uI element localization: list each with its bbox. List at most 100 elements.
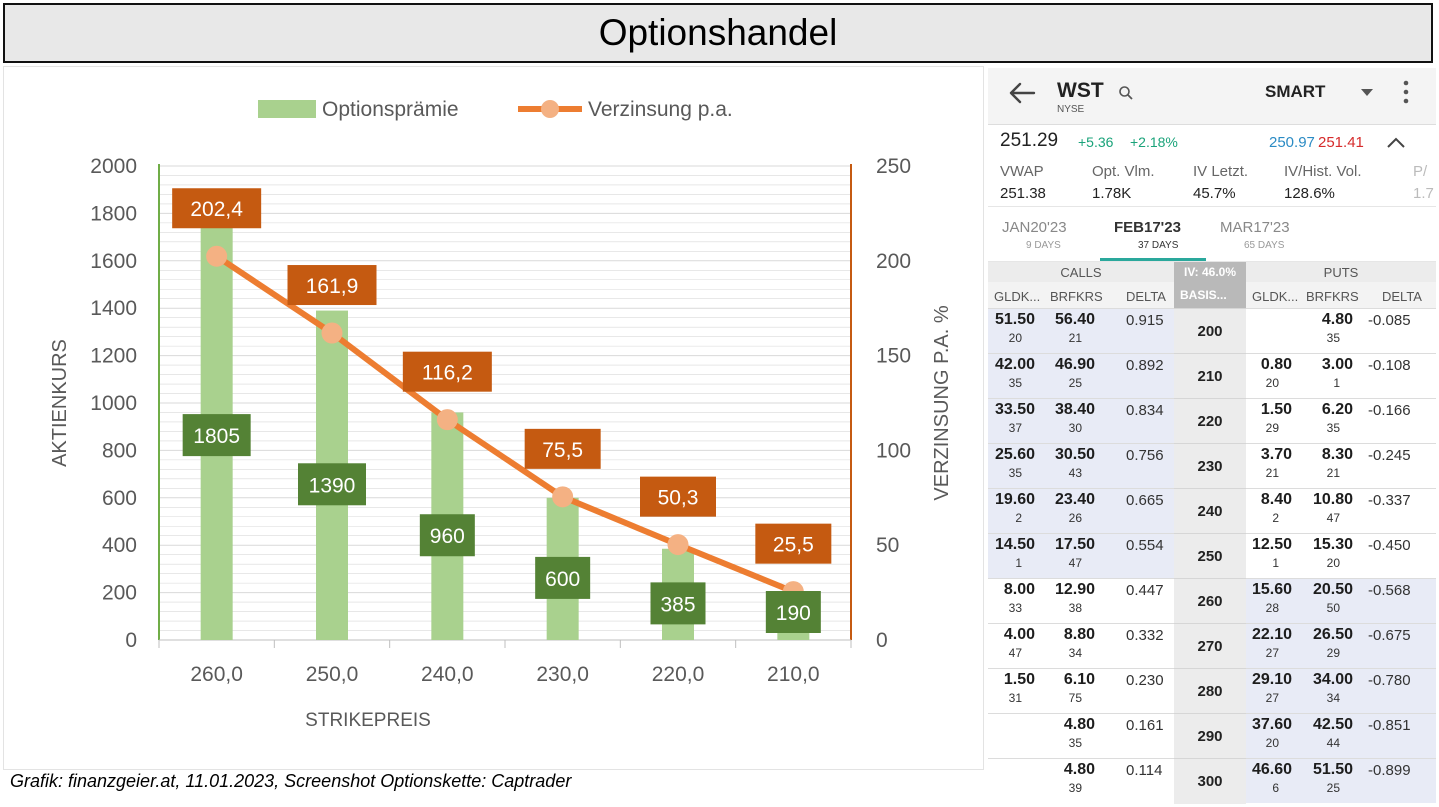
call-delta: 0.665 <box>1126 492 1164 509</box>
line-data-label-box <box>755 523 832 564</box>
y-tick-label: 600 <box>102 487 137 510</box>
row-divider <box>1246 398 1436 399</box>
strike-cell <box>1174 488 1246 534</box>
call-ask-size: 39 <box>1068 781 1082 795</box>
itm-put-shade <box>1246 623 1436 668</box>
call-ask-size: 34 <box>1068 646 1082 660</box>
col-basis[interactable]: BASIS... <box>1180 288 1227 302</box>
call-ask: 23.40 <box>1054 491 1095 508</box>
y-tick-label: 1400 <box>90 297 137 320</box>
col-put-delta[interactable]: DELTA <box>1382 289 1422 304</box>
col-call-ask[interactable]: BRFKRS <box>1050 289 1103 304</box>
table-row[interactable]: 1.50 31 6.10 75 0.230 280 29.10 27 34.00 34 -0.780 <box>988 668 1436 714</box>
table-row[interactable]: 33.50 37 38.40 30 0.834 220 1.50 29 6.20 35 -0.166 <box>988 398 1436 444</box>
table-row[interactable]: 4.80 35 0.161 290 37.60 20 42.50 44 -0.851 <box>988 713 1436 759</box>
call-bid: 33.50 <box>994 401 1035 418</box>
row-divider <box>1246 533 1436 534</box>
call-delta: 0.756 <box>1126 447 1164 464</box>
table-row[interactable]: 25.60 35 30.50 43 0.756 230 3.70 21 8.30 21 -0.245 <box>988 443 1436 489</box>
expiry-tab-feb1723[interactable]: FEB17'23 <box>1114 219 1181 236</box>
table-row[interactable]: 8.00 33 12.90 38 0.447 260 15.60 28 20.50 50 -0.56… <box>988 578 1436 624</box>
put-bid-size: 28 <box>1265 601 1279 615</box>
col-put-bid[interactable]: GLDK... <box>1252 289 1299 304</box>
line-point <box>436 409 458 431</box>
divider <box>988 261 1436 262</box>
stat-label: Opt. Vlm. <box>1092 163 1155 180</box>
x-tick-label: 260,0 <box>190 663 243 686</box>
table-row[interactable]: 51.50 20 56.40 21 0.915 200 4.80 35 -0.085 <box>988 308 1436 354</box>
x-tick-label: 230,0 <box>536 663 589 686</box>
bar-data-label-box <box>765 591 821 633</box>
table-row[interactable]: 4.80 39 0.114 300 46.60 6 51.50 25 -0.899 <box>988 758 1436 804</box>
expiry-days-label: 9 DAYS <box>1026 240 1061 251</box>
put-bid-size: 27 <box>1265 691 1279 705</box>
put-ask-size: 21 <box>1326 466 1340 480</box>
strike-price: 260 <box>1197 593 1223 610</box>
call-delta: 0.114 <box>1126 762 1163 779</box>
y-tick-label: 200 <box>102 582 137 605</box>
expiry-tab-jan2023[interactable]: JAN20'23 <box>1002 219 1067 236</box>
call-ask: 56.40 <box>1054 311 1095 328</box>
y-axis-title: AKTIENKURS <box>49 339 71 467</box>
row-divider <box>988 398 1174 399</box>
table-row[interactable]: 19.60 2 23.40 26 0.665 240 8.40 2 10.80 47 -0.337 <box>988 488 1436 534</box>
put-ask-size: 20 <box>1326 556 1340 570</box>
chevron-up-icon[interactable] <box>1387 137 1405 148</box>
call-delta: 0.332 <box>1126 627 1164 644</box>
put-ask-size: 47 <box>1326 511 1340 525</box>
strike-cell <box>1174 623 1246 669</box>
put-bid-size: 1 <box>1272 556 1279 570</box>
line-data-label: 75,5 <box>542 439 583 462</box>
table-row[interactable]: 4.00 47 8.80 34 0.332 270 22.10 27 26.50 29 -0.675 <box>988 623 1436 669</box>
stat-label: P/ <box>1413 163 1428 180</box>
call-bid-size: 1 <box>1015 556 1022 570</box>
strike-price: 270 <box>1197 638 1223 655</box>
legend-line-marker <box>541 100 559 118</box>
call-ask: 6.10 <box>1063 671 1095 688</box>
put-bid: 46.60 <box>1251 761 1292 778</box>
call-ask: 17.50 <box>1054 536 1095 553</box>
y-tick-label: 400 <box>102 534 137 557</box>
strike-price: 220 <box>1197 413 1223 430</box>
stat-value: 1.7 <box>1413 185 1434 202</box>
series-line <box>215 253 795 595</box>
y2-tick-label: 150 <box>876 345 911 368</box>
page-title: Optionshandel <box>3 3 1433 63</box>
itm-put-shade <box>1246 578 1436 623</box>
arrow-left-icon[interactable] <box>1008 82 1036 104</box>
line-data-label: 202,4 <box>190 198 243 221</box>
put-delta: -0.108 <box>1368 357 1411 374</box>
expiry-tab-mar1723[interactable]: MAR17'23 <box>1220 219 1290 236</box>
put-bid: 1.50 <box>1260 401 1292 418</box>
route-selector[interactable]: SMART <box>1265 82 1326 101</box>
itm-put-shade <box>1246 713 1436 758</box>
col-call-delta[interactable]: DELTA <box>1126 289 1166 304</box>
search-icon[interactable] <box>1118 85 1134 101</box>
strike-cell <box>1174 758 1246 804</box>
caret-down-icon[interactable] <box>1360 88 1374 97</box>
col-call-bid[interactable]: GLDK... <box>994 289 1041 304</box>
line-point <box>552 486 574 508</box>
ticker-symbol[interactable]: WST <box>1057 79 1104 102</box>
table-row[interactable]: 14.50 1 17.50 47 0.554 250 12.50 1 15.30 20 -0.450 <box>988 533 1436 579</box>
chart-panel: 0 200 400 600 800 1000 1200 1400 1600 1800 2000 0 50… <box>3 66 984 770</box>
strike-cell <box>1174 398 1246 444</box>
call-ask-size: 30 <box>1068 421 1082 435</box>
more-vertical-icon[interactable] <box>1402 79 1410 105</box>
line-point <box>321 322 343 344</box>
row-divider <box>988 443 1174 444</box>
call-delta: 0.834 <box>1126 402 1164 419</box>
line-point <box>667 534 689 556</box>
col-put-ask[interactable]: BRFKRS <box>1306 289 1359 304</box>
put-ask: 34.00 <box>1312 671 1353 688</box>
call-ask-size: 25 <box>1068 376 1082 390</box>
last-price: 251.29 <box>1000 130 1059 151</box>
row-divider <box>1246 758 1436 759</box>
table-row[interactable]: 42.00 35 46.90 25 0.892 210 0.80 20 3.00 1 -0.108 <box>988 353 1436 399</box>
strike-cell <box>1174 668 1246 714</box>
put-ask-size: 25 <box>1326 781 1340 795</box>
put-delta: -0.337 <box>1368 492 1411 509</box>
x-tick-label: 240,0 <box>421 663 474 686</box>
bar-data-label: 600 <box>545 568 580 591</box>
strike-cell <box>1174 308 1246 354</box>
